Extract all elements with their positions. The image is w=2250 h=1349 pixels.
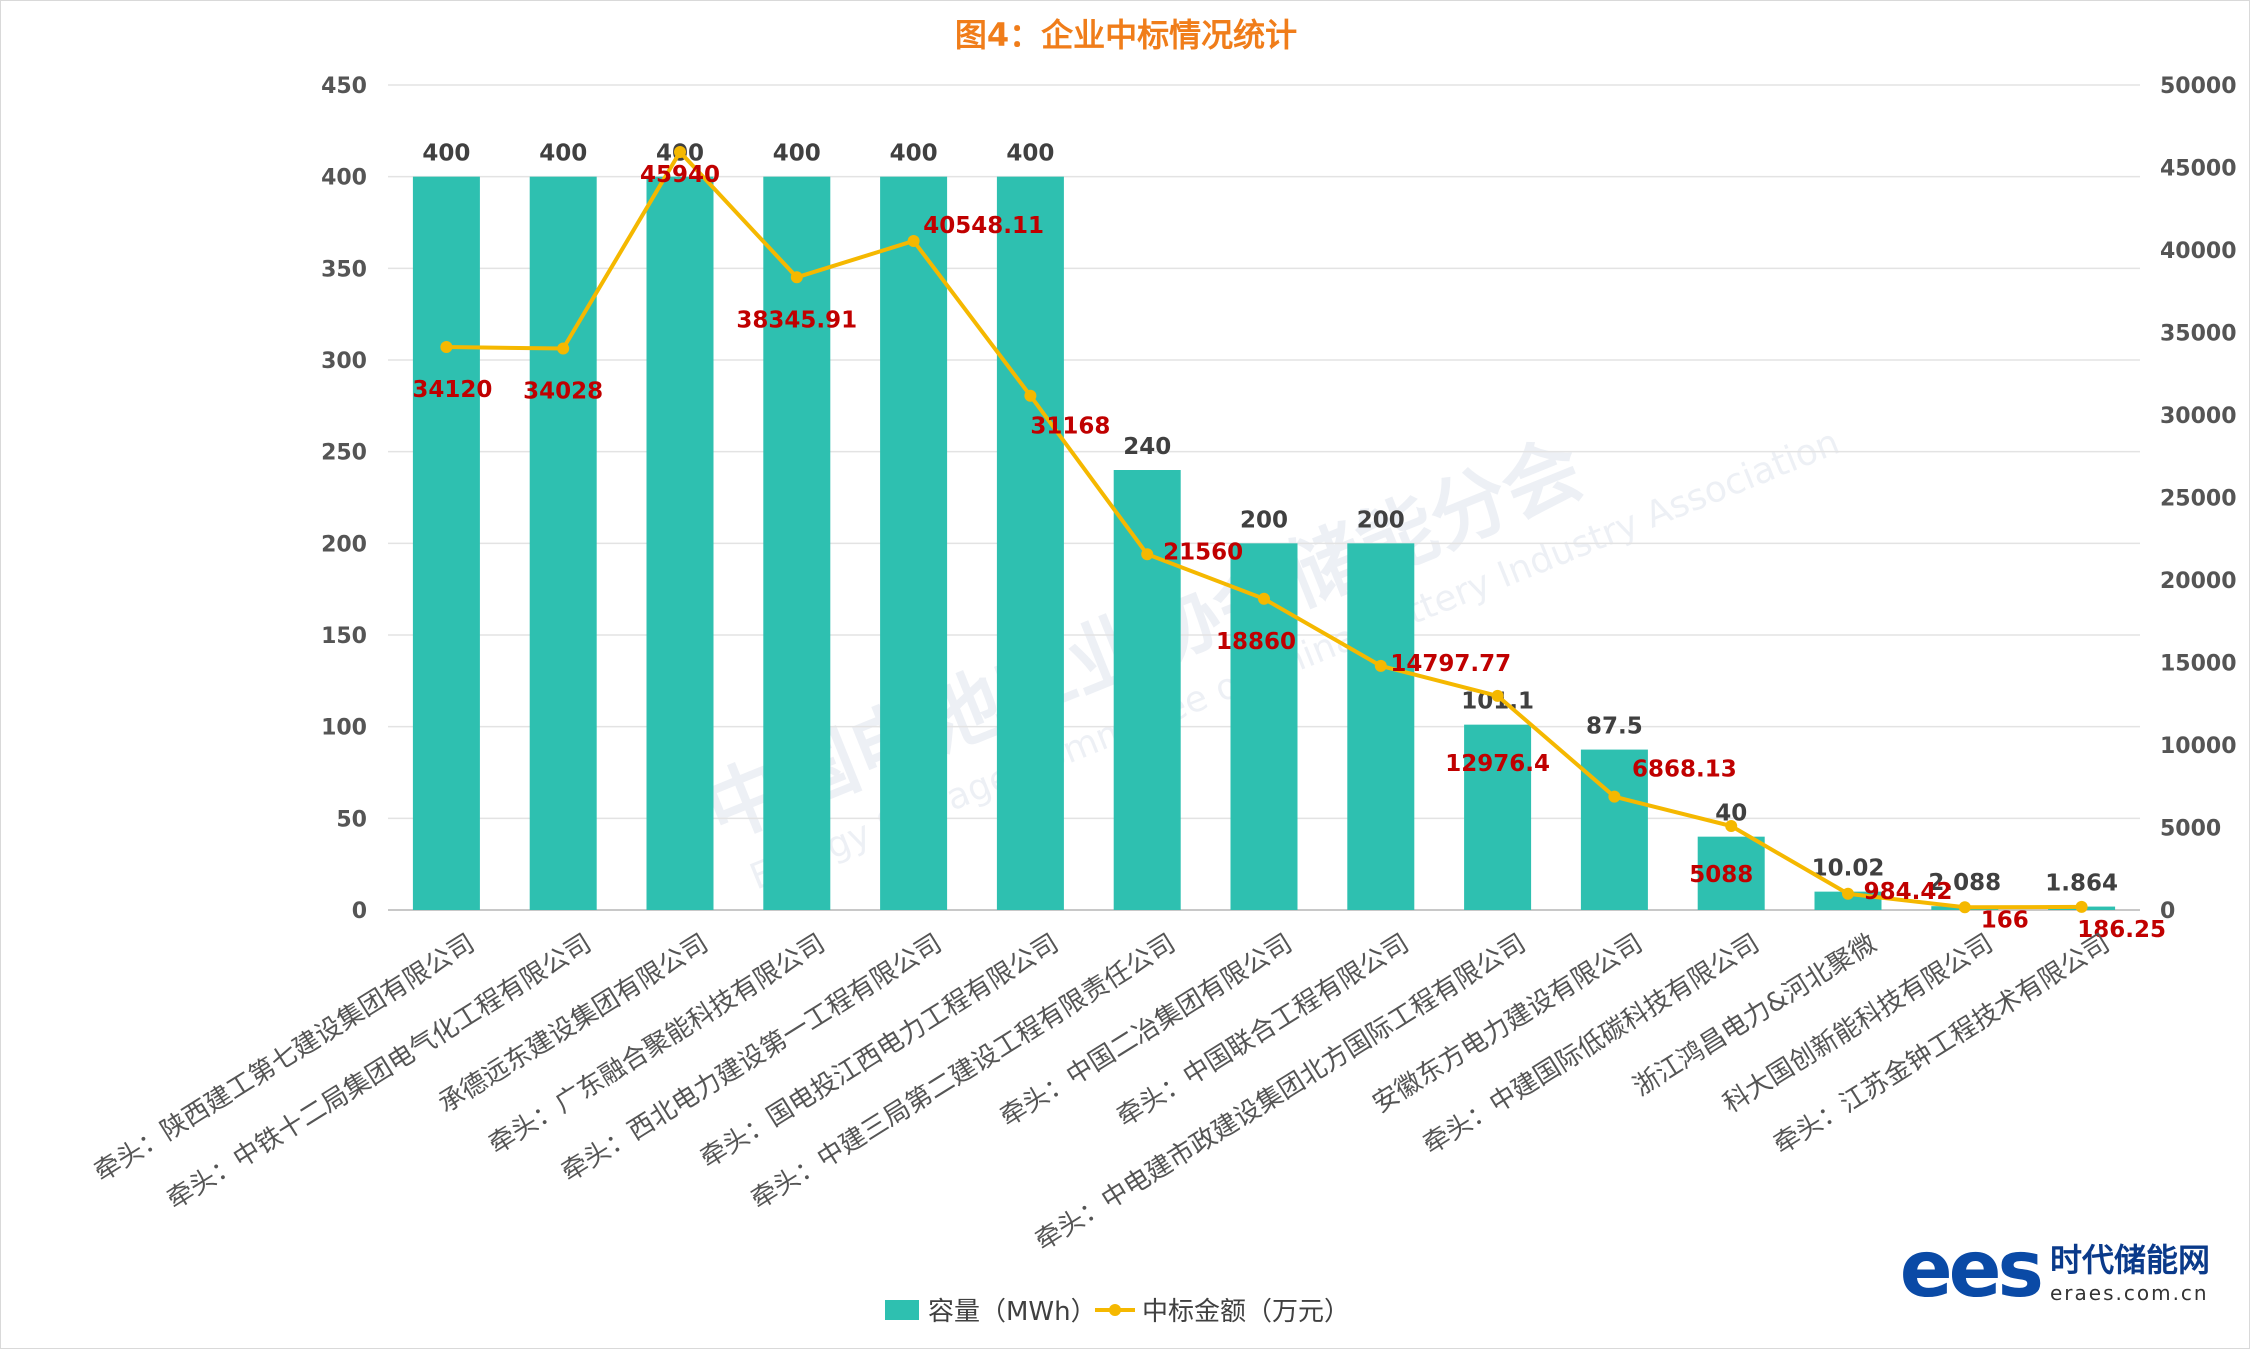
line-data-label: 984.42 [1864,879,1953,905]
y-left-tick-label: 0 [352,899,367,924]
line-data-label: 186.25 [2077,917,2166,943]
y-right-tick-label: 40000 [2160,239,2237,264]
line-point [790,271,803,284]
y-left-tick-label: 250 [321,441,367,466]
bar [646,176,714,910]
chart-title: 图4：企业中标情况统计 [955,16,1297,54]
bar-data-label: 10.02 [1812,856,1885,882]
line-data-label: 14797.77 [1390,651,1511,677]
line-point [1491,689,1504,702]
line-point [1024,389,1037,402]
bar [880,176,948,910]
bar-data-label: 400 [539,141,587,167]
line-data-label: 21560 [1163,539,1243,565]
line-data-label: 40548.11 [923,213,1044,239]
line-point [674,145,686,158]
line-point [557,342,570,355]
logo-mark: ees [1899,1225,2044,1315]
bar [763,176,831,910]
line-data-label: 45940 [640,162,720,188]
y-left-tick-label: 150 [321,624,367,649]
y-right-tick-label: 45000 [2160,157,2237,182]
line-data-label: 38345.91 [736,307,857,333]
y-right-tick-label: 15000 [2160,652,2237,677]
line-point [1958,901,1971,914]
bar-data-label: 2.088 [1928,870,2001,896]
logo-cn: 时代储能网 [2049,1241,2210,1279]
line-point [1842,887,1854,900]
line-point [1374,659,1387,672]
bar [529,176,597,910]
bar-data-label: 400 [773,141,821,167]
bar [1347,543,1415,910]
y-left-tick-label: 50 [336,807,367,832]
y-left-tick-label: 100 [321,716,367,741]
y-right-tick-label: 10000 [2160,734,2237,759]
bar [996,176,1064,910]
bar-data-label: 200 [1240,507,1288,533]
legend-line-marker [1109,1304,1121,1316]
y-right-tick-label: 30000 [2160,404,2237,429]
bar [1697,836,1765,910]
line-data-label: 18860 [1216,629,1296,655]
y-left-tick-label: 350 [321,257,367,282]
y-right-tick-label: 0 [2160,899,2175,924]
line-point [907,234,920,247]
x-tick-label: 牵头：中建三局第二建设工程有限责任公司 [746,928,1181,1215]
line-data-label: 5088 [1689,862,1753,888]
y-right-tick-label: 50000 [2160,74,2237,99]
logo: ees 时代储能网 eraes.com.cn [1900,1231,2210,1309]
logo-en: eraes.com.cn [2049,1281,2209,1305]
y-left-tick-label: 300 [321,349,367,374]
line-data-label: 166 [1981,907,2029,933]
legend-line-label: 中标金额（万元） [1142,1297,1350,1327]
bar [1464,724,1532,910]
line-data-label: 34028 [523,379,603,405]
y-left-tick-label: 450 [321,74,367,99]
x-tick-label: 牵头：中铁十二局集团电气化工程有限公司 [162,928,597,1215]
line-data-label: 34120 [412,377,492,403]
bar [412,176,480,910]
y-right-tick-label: 5000 [2160,817,2221,842]
line-point [2075,900,2088,913]
line-point [1258,592,1270,605]
y-right-tick-label: 35000 [2160,322,2237,347]
bar-data-label: 400 [890,141,938,167]
line-point [1725,820,1738,833]
line-data-label: 12976.4 [1445,751,1550,777]
line-data-label: 6868.13 [1632,757,1737,783]
y-right-tick-label: 20000 [2160,569,2237,594]
bar-data-label: 400 [1006,141,1054,167]
y-left-tick-label: 200 [321,532,367,557]
bar-data-label: 87.5 [1586,714,1643,740]
y-left-tick-label: 400 [321,166,367,191]
bar [1113,470,1181,910]
bar-data-label: 400 [422,141,470,167]
bar-data-label: 200 [1357,507,1405,533]
line-point [1141,548,1154,561]
line-data-label: 31168 [1030,414,1110,440]
line-point [1608,790,1621,803]
bar-data-label: 1.864 [2045,871,2118,897]
legend-bar-label: 容量（MWh） [928,1297,1097,1327]
line-point [440,341,453,354]
bar-data-label: 240 [1123,434,1171,460]
y-right-tick-label: 25000 [2160,487,2237,512]
legend-bar-swatch [885,1300,919,1320]
